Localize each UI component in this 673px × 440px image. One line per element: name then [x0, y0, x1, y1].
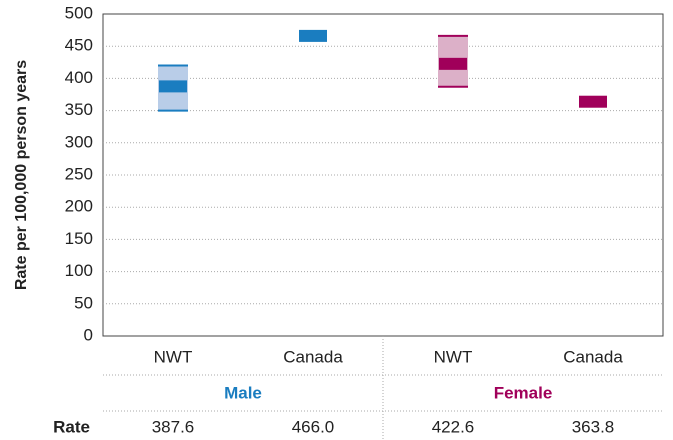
y-axis-label: Rate per 100,000 person years [13, 60, 30, 290]
value-label: 422.6 [432, 417, 475, 436]
y-tick-label: 200 [65, 197, 93, 216]
group-label: Male [224, 383, 262, 402]
y-tick-label: 450 [65, 36, 93, 55]
y-tick-label: 100 [65, 261, 93, 280]
value-label: 466.0 [292, 417, 335, 436]
y-tick-label: 150 [65, 229, 93, 248]
estimate [299, 29, 327, 42]
y-tick-label: 300 [65, 132, 93, 151]
value-label: 387.6 [152, 417, 195, 436]
x-tick-label: Canada [563, 347, 623, 366]
y-tick-label: 0 [84, 325, 93, 344]
x-tick-label: NWT [154, 347, 193, 366]
estimate [439, 57, 467, 70]
estimate [579, 95, 607, 108]
y-tick-label: 400 [65, 68, 93, 87]
row-label: Rate [53, 417, 90, 436]
value-label: 363.8 [572, 417, 615, 436]
estimate [159, 80, 187, 93]
x-tick-label: Canada [283, 347, 343, 366]
y-tick-label: 250 [65, 164, 93, 183]
x-tick-label: NWT [434, 347, 473, 366]
group-label: Female [494, 383, 553, 402]
y-tick-label: 500 [65, 3, 93, 22]
y-tick-label: 50 [74, 293, 93, 312]
y-tick-label: 350 [65, 100, 93, 119]
